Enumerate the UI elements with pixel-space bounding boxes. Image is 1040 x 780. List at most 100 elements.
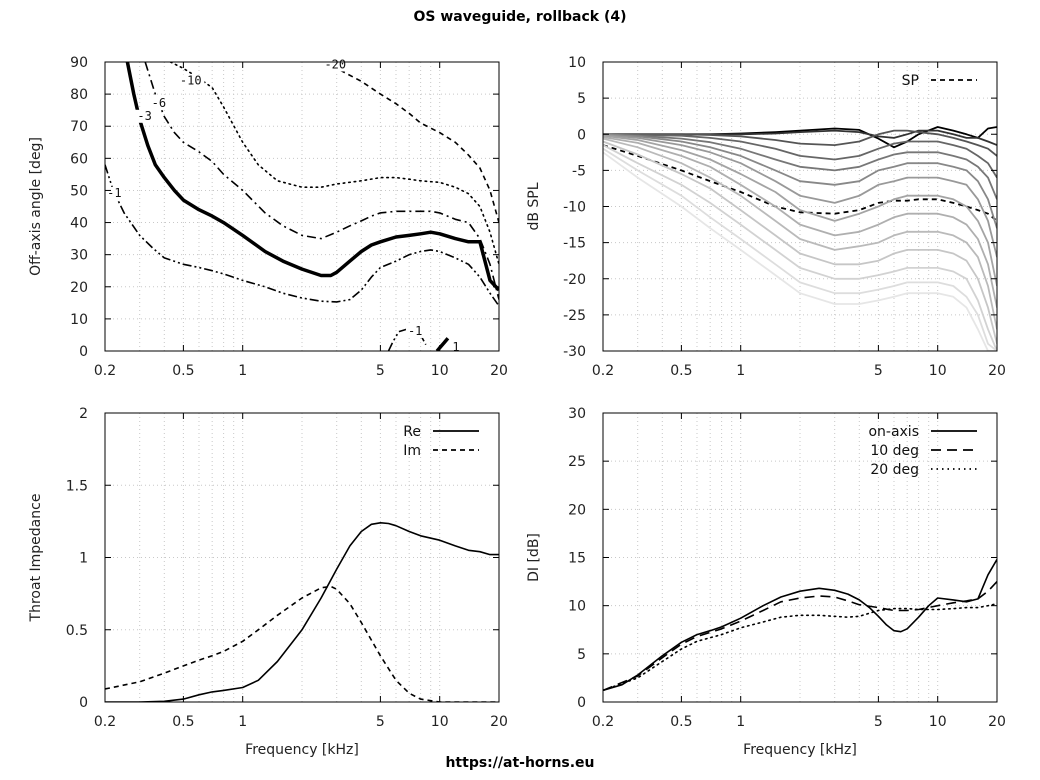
y-tick-label: 30 — [70, 248, 88, 264]
series-line-14 — [603, 151, 997, 351]
series-line-3 — [435, 337, 450, 351]
contour-label-5: -1 — [408, 324, 422, 338]
plot-area — [603, 126, 997, 351]
y-tick-label: 0 — [79, 695, 88, 711]
contour-label-4: -20 — [324, 57, 346, 71]
x-tick-label: 0.2 — [592, 363, 614, 379]
x-tick-label: 0.5 — [670, 714, 692, 730]
x-tick-label: 1 — [238, 363, 247, 379]
y-tick-label: 25 — [568, 454, 586, 470]
x-tick-label: 0.2 — [592, 714, 614, 730]
series-line-13 — [603, 147, 997, 351]
series-line-6 — [603, 133, 997, 229]
y-tick-label: 40 — [70, 216, 88, 232]
series-line-0 — [105, 164, 499, 307]
y-tick-label: 1 — [79, 551, 88, 567]
y-axis-label: Throat Impedance — [28, 494, 44, 623]
x-tick-label: 1 — [736, 363, 745, 379]
x-tick-label: 1 — [238, 714, 247, 730]
x-tick-label: 5 — [874, 714, 883, 730]
x-tick-label: 5 — [874, 363, 883, 379]
y-tick-label: 0 — [79, 344, 88, 360]
series-line-7 — [603, 134, 997, 258]
series-line-1 — [105, 585, 499, 702]
y-axis-label: DI [dB] — [526, 533, 542, 582]
x-tick-label: 20 — [988, 363, 1006, 379]
x-axis-label: Frequency [kHz] — [245, 742, 359, 758]
contour-label-bg — [450, 341, 462, 354]
series-line-0 — [105, 521, 499, 702]
contour-label-bg — [405, 324, 425, 338]
contour-label-bg — [135, 109, 155, 123]
y-tick-label: 10 — [568, 599, 586, 615]
x-tick-label: 20 — [490, 714, 508, 730]
y-tick-label: 80 — [70, 87, 88, 103]
x-tick-label: 0.2 — [94, 714, 116, 730]
chart-contour: -1 -3-6 -10 -20 -1 1 0.2 0.5 1 5 10 20 0 10 20 30 40 50 60… — [28, 55, 508, 379]
plot-area — [603, 558, 997, 692]
x-tick-label: 20 — [490, 363, 508, 379]
series-line-10 — [603, 137, 997, 330]
y-tick-label: 70 — [70, 119, 88, 135]
plot-frame — [104, 61, 500, 352]
series-line-5 — [169, 62, 499, 266]
y-tick-label: 10 — [568, 55, 586, 71]
legend-label-1: 10 deg — [870, 443, 919, 459]
x-tick-label: 10 — [431, 363, 449, 379]
x-tick-label: 1 — [736, 714, 745, 730]
page-title: OS waveguide, rollback (4) — [413, 9, 627, 25]
x-tick-label: 5 — [376, 714, 385, 730]
y-tick-label: -10 — [563, 200, 586, 216]
y-tick-label: 20 — [568, 502, 586, 518]
series-line-6 — [324, 62, 499, 223]
contour-label-bg — [149, 96, 169, 110]
legend-label-0: on-axis — [868, 424, 919, 440]
y-tick-label: -30 — [563, 344, 586, 360]
y-tick-label: 0 — [577, 695, 586, 711]
x-axis-label: Frequency [kHz] — [743, 742, 857, 758]
contour-label-6: 1 — [452, 340, 459, 354]
contour-label-bg — [177, 74, 205, 88]
x-tick-label: 0.2 — [94, 363, 116, 379]
x-tick-label: 0.5 — [172, 363, 194, 379]
contour-label-3: -10 — [180, 73, 202, 87]
series-line-3 — [603, 129, 997, 157]
y-tick-label: 5 — [577, 91, 586, 107]
y-tick-label: 15 — [568, 551, 586, 567]
series-line-5 — [603, 133, 997, 200]
series-line-12 — [603, 144, 997, 351]
y-axis-label: Off-axis angle [deg] — [28, 137, 44, 276]
legend-label-2: 20 deg — [870, 462, 919, 478]
legend-label-1: Im — [403, 443, 421, 459]
series-line-1 — [603, 581, 997, 692]
plot-area — [105, 62, 499, 351]
x-tick-label: 5 — [376, 363, 385, 379]
series-line-4 — [603, 133, 997, 179]
contour-label-0: -1 — [107, 186, 121, 200]
y-tick-label: 2 — [79, 406, 88, 422]
x-tick-label: 20 — [988, 714, 1006, 730]
y-tick-label: 0.5 — [66, 623, 88, 639]
y-tick-label: -5 — [572, 163, 586, 179]
y-tick-label: 90 — [70, 55, 88, 71]
series-line-0 — [603, 144, 997, 222]
y-tick-label: 0 — [577, 127, 586, 143]
x-tick-label: 10 — [929, 714, 947, 730]
y-tick-label: -25 — [563, 308, 586, 324]
series-line-8 — [603, 134, 997, 287]
x-tick-label: 0.5 — [670, 363, 692, 379]
site-url[interactable]: https://at-horns.eu — [445, 755, 595, 771]
y-tick-label: -20 — [563, 272, 586, 288]
plot-area — [105, 521, 499, 702]
y-tick-label: 5 — [577, 647, 586, 663]
x-tick-label: 0.5 — [172, 714, 194, 730]
y-tick-label: 20 — [70, 280, 88, 296]
y-tick-label: 60 — [70, 151, 88, 167]
y-tick-label: 50 — [70, 183, 88, 199]
series-line-9 — [603, 136, 997, 308]
series-line-2 — [603, 602, 997, 692]
contour-label-1: -3 — [137, 109, 151, 123]
contour-label-2: -6 — [152, 96, 166, 110]
